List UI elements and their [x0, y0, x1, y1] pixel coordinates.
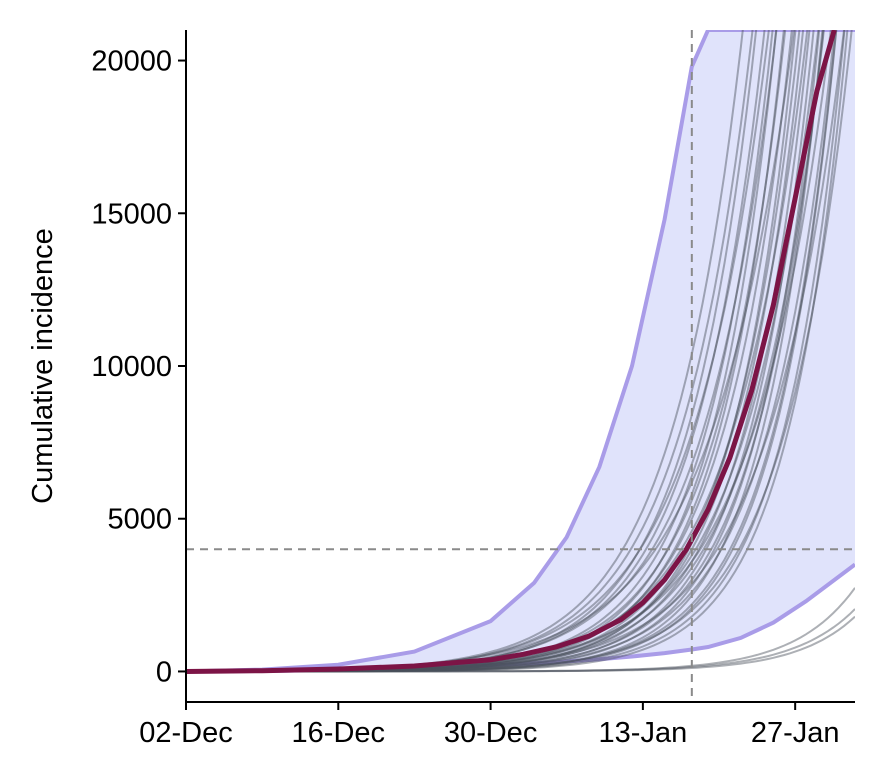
y-axis-title: Cumulative incidence — [27, 228, 59, 504]
x-axis: 02-Dec 16-Dec 30-Dec 13-Jan 27-Jan — [139, 701, 855, 749]
plot-area — [186, 30, 855, 702]
x-tick-label: 02-Dec — [139, 717, 233, 749]
ribbon-upper-edge — [186, 30, 855, 674]
y-tick-label: 20000 — [91, 46, 172, 78]
y-tick-label: 5000 — [107, 504, 172, 536]
uncertainty-ribbon — [186, 30, 855, 672]
y-tick-label: 0 — [156, 656, 172, 688]
y-axis: 0 5000 10000 15000 20000 — [91, 30, 187, 702]
median-line — [186, 30, 837, 674]
x-tick-label: 16-Dec — [292, 717, 386, 749]
x-tick-label: 13-Jan — [599, 717, 688, 749]
y-tick-label: 15000 — [91, 198, 172, 230]
y-tick-label: 10000 — [91, 351, 172, 383]
x-tick-label: 27-Jan — [751, 717, 840, 749]
x-tick-label: 30-Dec — [444, 717, 538, 749]
